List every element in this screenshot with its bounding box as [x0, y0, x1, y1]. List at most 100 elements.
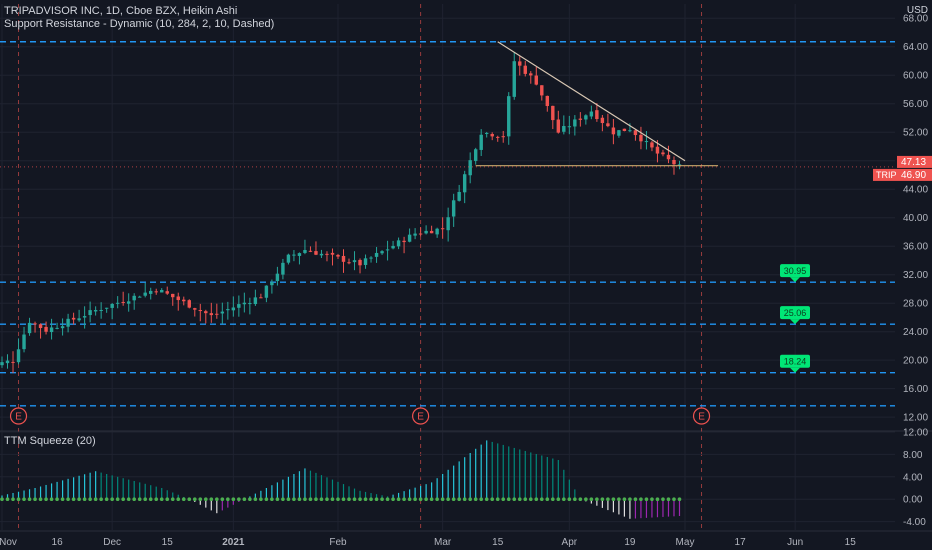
price-tick-label: 56.00 [903, 99, 928, 110]
candle [440, 217, 445, 239]
earnings-marker[interactable]: E [412, 407, 430, 425]
time-tick-label: Jun [787, 537, 803, 548]
squeeze-dot [270, 497, 274, 502]
time-tick-label: 15 [845, 537, 857, 548]
time-tick-label: May [676, 537, 695, 548]
squeeze-dot [385, 497, 390, 502]
candle [303, 239, 307, 255]
candle [137, 295, 142, 298]
trendline [497, 41, 686, 162]
candle [93, 306, 98, 316]
squeeze-dot [209, 497, 214, 502]
candle [363, 254, 368, 269]
candle [325, 251, 329, 262]
price-tick-label: 60.00 [903, 71, 928, 82]
squeeze-bars [1, 440, 681, 519]
squeeze-dot [126, 497, 131, 502]
squeeze-dot [115, 497, 120, 502]
candle [237, 295, 241, 317]
squeeze-dot [121, 497, 125, 502]
candle [644, 131, 649, 150]
candle [319, 249, 324, 259]
ticker-price-text: 46.90 [901, 170, 926, 181]
candle [479, 129, 483, 157]
earnings-marker[interactable]: E [692, 407, 711, 425]
squeeze-dot [281, 497, 285, 502]
squeeze-dot [77, 497, 81, 502]
squeeze-dot [110, 497, 114, 502]
candle [418, 227, 423, 237]
time-axis[interactable]: Nov 16 Dec 15 2021 Feb Mar 15 Apr 19 May 17 Jun 15 [0, 537, 856, 548]
candle [600, 115, 605, 132]
squeeze-dot [600, 497, 605, 502]
candle [573, 115, 577, 136]
squeeze-dot [176, 497, 181, 502]
squeeze-dot [501, 497, 506, 502]
candle [523, 60, 527, 77]
candle [16, 338, 21, 365]
squeeze-dot [457, 497, 461, 502]
squeeze-dot [181, 497, 186, 502]
squeeze-dot [55, 497, 59, 502]
squeeze-dot [336, 497, 340, 502]
squeeze-dot [49, 497, 54, 502]
squeeze-dot [639, 497, 643, 502]
squeeze-dot [556, 497, 561, 502]
squeeze-dot [418, 497, 423, 502]
squeeze-dot [5, 497, 10, 502]
candle [286, 253, 291, 265]
candle [231, 296, 236, 317]
candle [104, 307, 109, 313]
price-axis[interactable]: 68.0064.0060.0056.0052.0048.0044.0040.00… [903, 14, 928, 424]
candle [27, 317, 32, 336]
squeeze-dot [369, 497, 373, 502]
support-level-text: 18.24 [784, 357, 807, 367]
candle [49, 318, 54, 340]
earnings-marker[interactable]: E [9, 407, 28, 425]
candle [545, 95, 550, 112]
candle [259, 293, 263, 299]
candle [424, 225, 428, 235]
candle [396, 237, 401, 250]
candle [457, 184, 461, 202]
candles [0, 52, 682, 374]
candle [253, 289, 258, 306]
time-tick-label: Nov [0, 537, 17, 548]
squeeze-dot [159, 497, 164, 502]
candle [209, 302, 214, 323]
candle [154, 288, 158, 295]
candle [556, 110, 561, 134]
squeeze-dot [633, 497, 638, 502]
squeeze-dot [661, 497, 665, 502]
support-level-label: 30.95 [780, 264, 810, 283]
candle [275, 266, 280, 286]
candle [595, 103, 599, 122]
squeeze-dot [512, 497, 517, 502]
candle [270, 279, 274, 294]
time-tick-label: 15 [492, 537, 504, 548]
squeeze-dot [490, 497, 495, 502]
squeeze-dot [330, 497, 335, 502]
squeeze-dot [484, 497, 489, 502]
squeeze-dot [424, 497, 428, 502]
squeeze-dot [413, 497, 417, 502]
squeeze-dot [215, 497, 219, 502]
squeeze-dot [231, 497, 236, 502]
time-tick-label: 17 [735, 537, 747, 548]
candle [292, 250, 296, 262]
candle [407, 228, 412, 243]
squeeze-dot [551, 497, 555, 502]
candle [220, 302, 225, 324]
squeeze-dot [93, 497, 98, 502]
price-tick-label: 36.00 [903, 242, 928, 253]
candle [187, 299, 191, 309]
squeeze-dot [132, 497, 136, 502]
candle [518, 56, 522, 76]
currency-label: USD [906, 5, 928, 16]
candle [281, 258, 285, 280]
squeeze-dot [451, 497, 456, 502]
candle [60, 318, 65, 336]
squeeze-dot [363, 497, 368, 502]
squeeze-dot [545, 497, 550, 502]
